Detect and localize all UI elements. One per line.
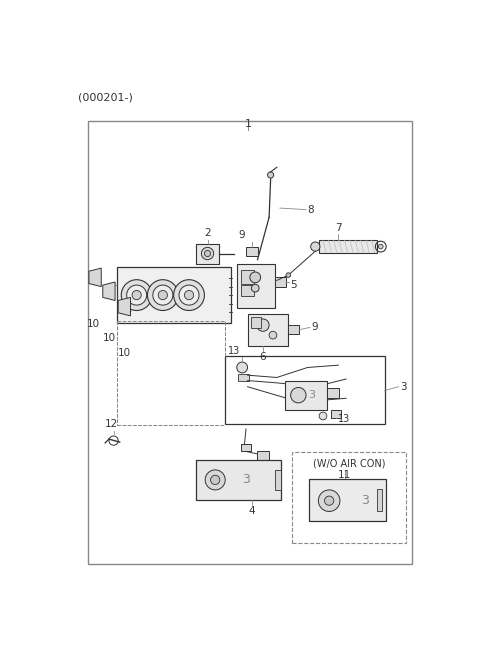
Text: 10: 10 [118, 348, 131, 358]
Circle shape [237, 362, 248, 373]
Circle shape [250, 272, 261, 283]
Text: 3: 3 [400, 382, 407, 392]
Bar [237, 264, 275, 308]
Circle shape [291, 388, 306, 403]
Bar [275, 470, 281, 490]
Circle shape [286, 273, 291, 277]
Circle shape [257, 319, 269, 331]
Text: 9: 9 [239, 230, 245, 240]
Bar [331, 410, 341, 417]
Circle shape [127, 285, 147, 305]
Bar [319, 240, 377, 253]
Circle shape [269, 331, 277, 339]
Bar [238, 374, 249, 381]
Circle shape [121, 279, 152, 310]
Bar [240, 285, 254, 296]
Circle shape [174, 279, 204, 310]
Circle shape [318, 490, 340, 512]
Text: 11: 11 [338, 470, 351, 480]
Bar [377, 489, 382, 510]
Bar [240, 443, 252, 451]
Circle shape [184, 291, 193, 300]
Circle shape [324, 496, 334, 505]
Circle shape [205, 470, 225, 490]
Text: 6: 6 [260, 352, 266, 362]
Text: 3: 3 [308, 390, 315, 400]
Bar [251, 318, 262, 328]
Bar [275, 277, 286, 287]
Text: 1: 1 [245, 119, 252, 129]
Circle shape [158, 291, 168, 300]
Circle shape [211, 475, 220, 485]
Polygon shape [118, 297, 131, 316]
Text: 5: 5 [291, 280, 297, 290]
Text: (000201-): (000201-) [78, 92, 133, 102]
Text: 3: 3 [361, 494, 369, 507]
Bar [285, 380, 327, 410]
Bar [248, 314, 288, 346]
Bar [309, 479, 386, 522]
Text: 9: 9 [312, 323, 318, 333]
Bar [292, 452, 406, 543]
Circle shape [132, 291, 141, 300]
Circle shape [267, 172, 274, 178]
Text: 4: 4 [249, 506, 255, 516]
Text: 13: 13 [338, 414, 351, 424]
Bar [196, 460, 281, 500]
Circle shape [319, 412, 327, 420]
Bar [88, 121, 411, 564]
Text: 8: 8 [308, 205, 314, 215]
Bar [327, 388, 339, 398]
Bar [288, 325, 299, 335]
Text: (W/O AIR CON): (W/O AIR CON) [313, 459, 385, 468]
Text: 3: 3 [242, 474, 250, 486]
Bar [246, 247, 258, 256]
Polygon shape [103, 282, 115, 300]
Circle shape [153, 285, 173, 305]
Text: 13: 13 [228, 346, 240, 356]
Bar [257, 451, 269, 460]
Bar [225, 356, 384, 424]
Text: 2: 2 [204, 228, 211, 238]
Circle shape [252, 284, 259, 292]
Circle shape [378, 244, 383, 249]
Text: 7: 7 [335, 223, 342, 233]
Text: 10: 10 [102, 333, 116, 343]
Circle shape [179, 285, 199, 305]
Circle shape [311, 242, 320, 251]
Bar [196, 244, 219, 264]
Text: 12: 12 [105, 419, 118, 429]
Circle shape [201, 247, 214, 260]
Bar [117, 268, 230, 323]
Circle shape [204, 251, 211, 256]
Text: 10: 10 [87, 319, 100, 329]
Bar [240, 270, 254, 283]
Polygon shape [89, 268, 101, 287]
Circle shape [147, 279, 178, 310]
